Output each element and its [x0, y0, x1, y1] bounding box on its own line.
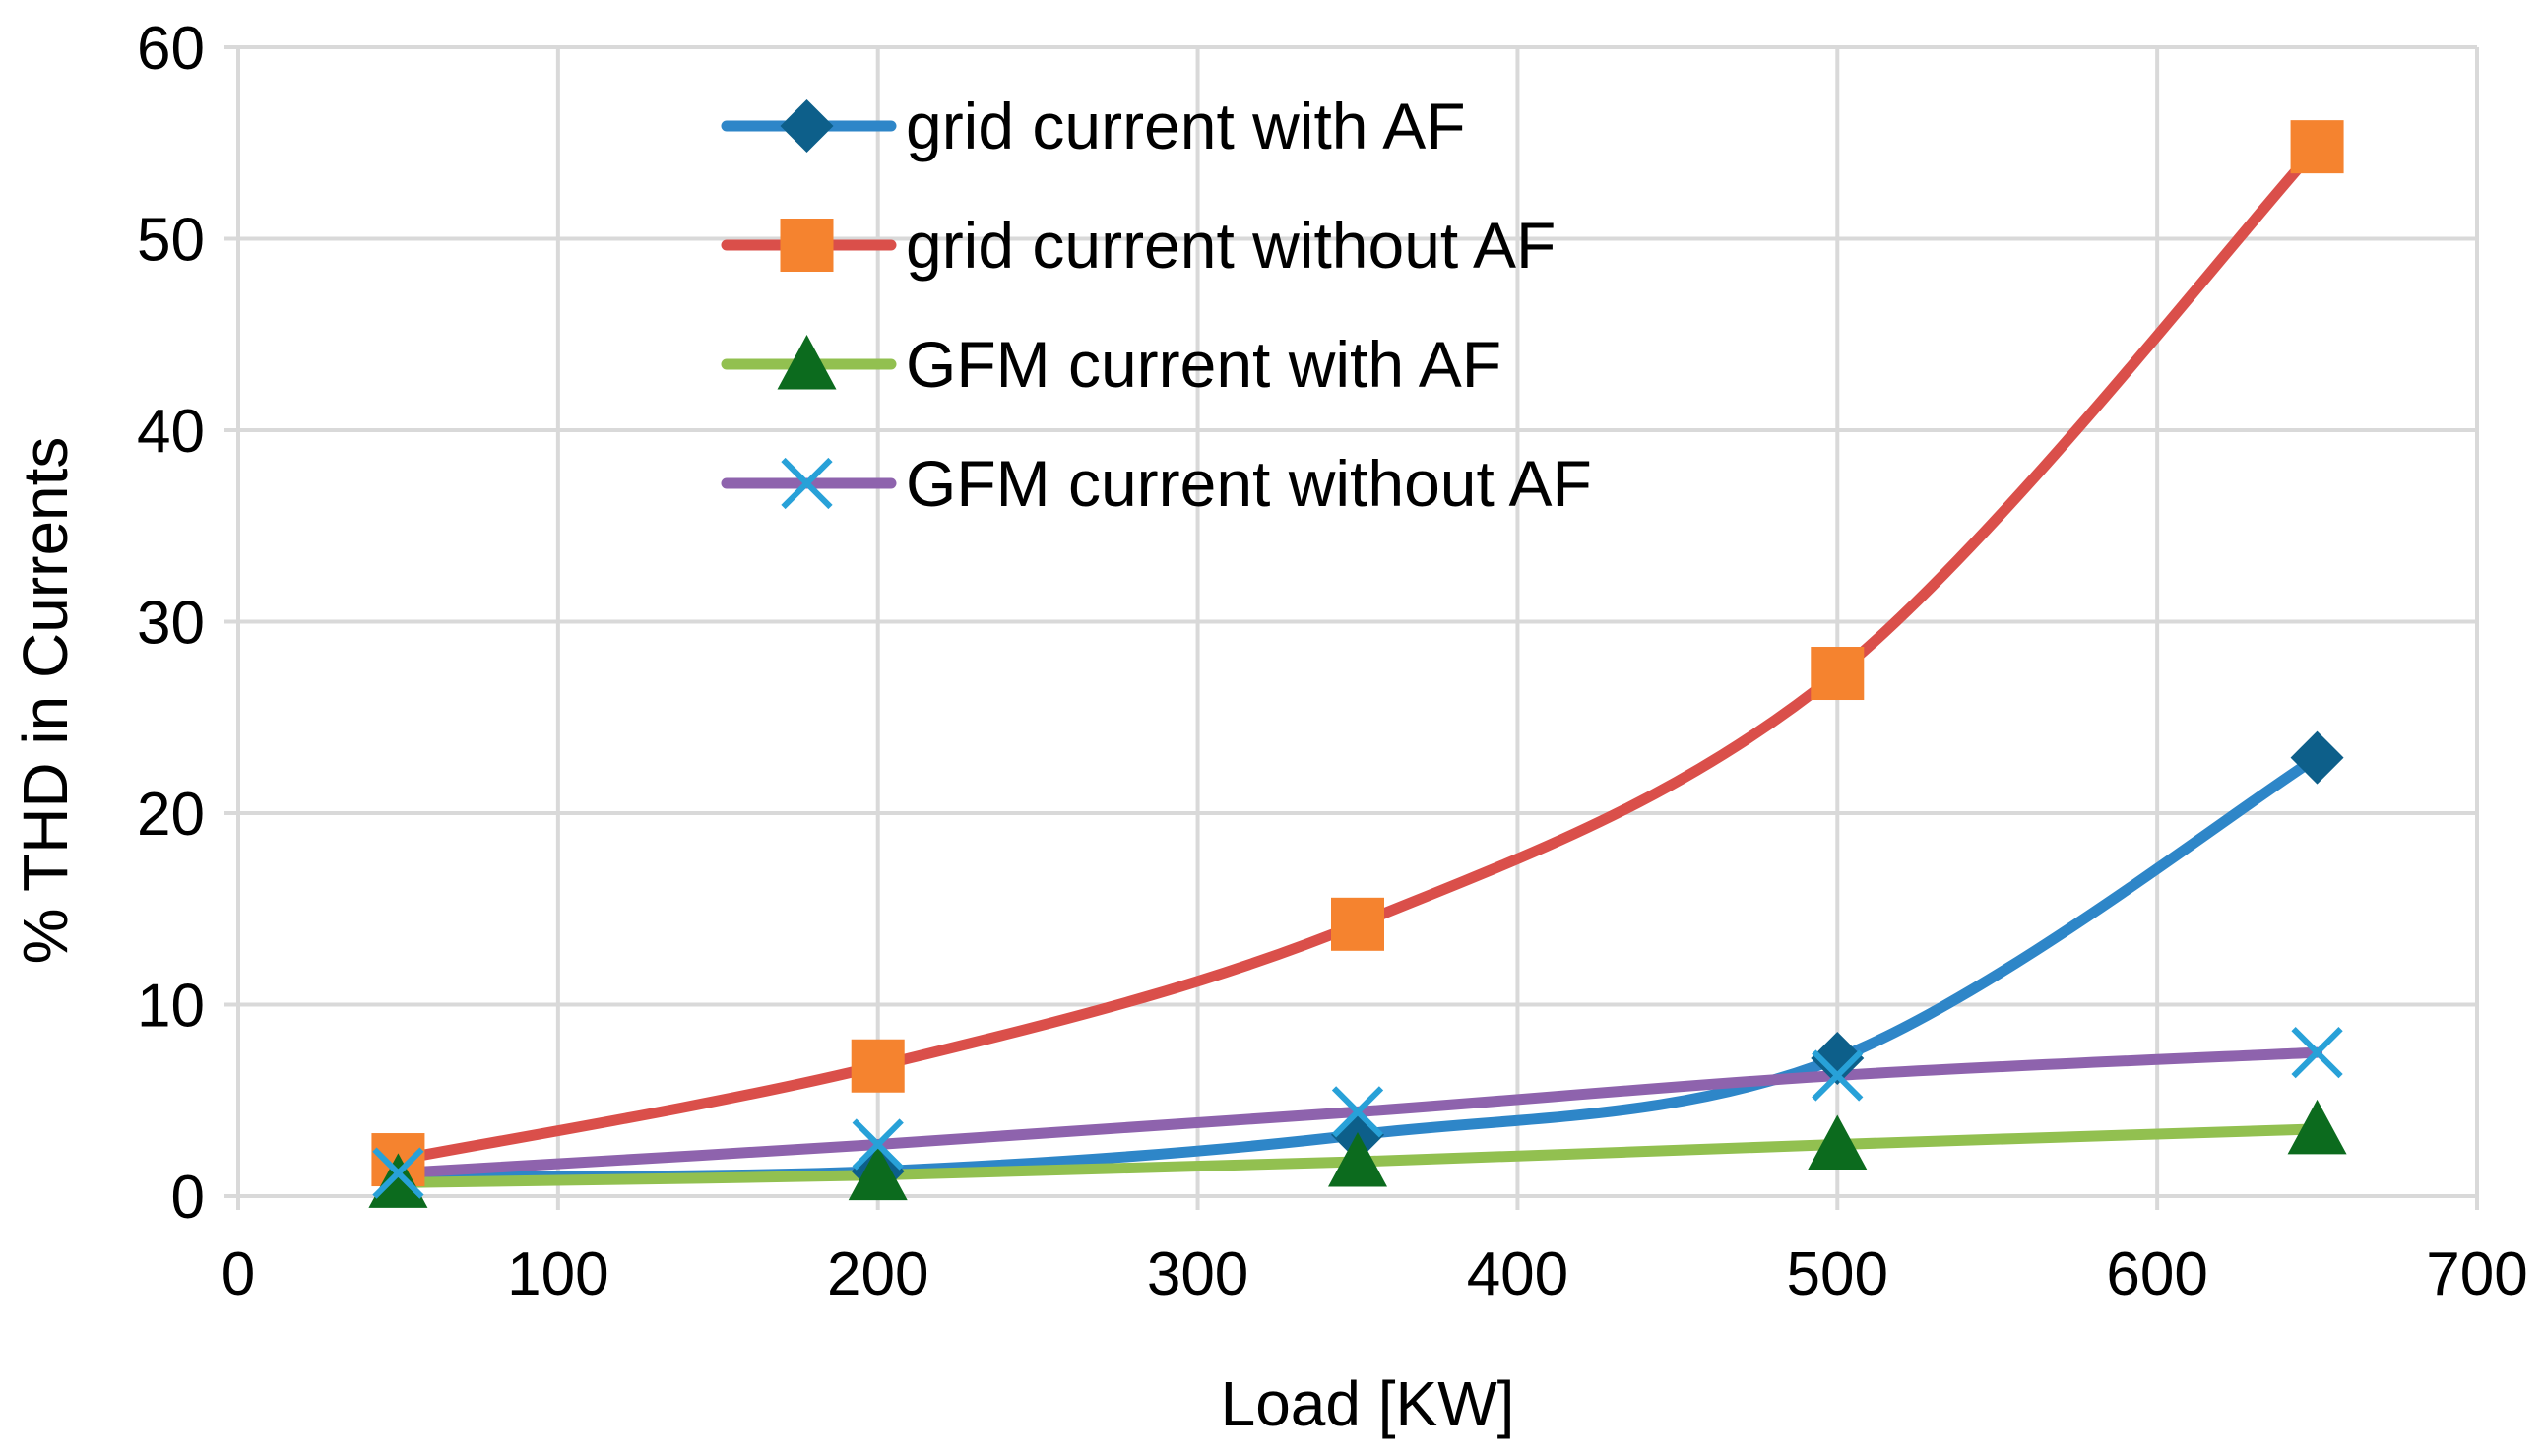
data-point-series-1	[1811, 1031, 1865, 1085]
y-tick-label: 30	[137, 590, 205, 658]
legend-item: GFM current with AF	[721, 328, 1501, 401]
data-point-series-2	[1331, 897, 1384, 951]
series-markers	[368, 120, 2347, 1208]
data-point-series-3	[1808, 1114, 1868, 1170]
x-tick-label: 100	[507, 1240, 608, 1308]
data-point-series-3	[848, 1145, 908, 1201]
legend-item: grid current with AF	[721, 90, 1466, 162]
marker-stroke	[1331, 1086, 1384, 1138]
x-tick-label: 200	[827, 1240, 928, 1308]
legend-marker	[781, 457, 833, 510]
x-tick-label: 600	[2106, 1240, 2207, 1308]
legend: grid current with AF grid current without…	[721, 90, 1592, 520]
axes	[224, 45, 2479, 1210]
gridlines	[238, 45, 2479, 1196]
series-line-2	[392, 141, 2323, 1166]
x-axis-title: Load [KW]	[1221, 1368, 1515, 1439]
marker-stroke	[852, 1118, 904, 1171]
x-tick-label: 300	[1147, 1240, 1248, 1308]
y-tick-label: 60	[137, 15, 205, 83]
y-axis-title: % THD in Currents	[10, 437, 81, 965]
data-point-series-2	[1811, 647, 1865, 701]
legend-item: GFM current without AF	[721, 447, 1592, 520]
legend-label: GFM current with AF	[906, 328, 1501, 401]
y-tick-label: 10	[137, 973, 205, 1041]
legend-item: grid current without AF	[721, 209, 1556, 282]
legend-marker	[780, 219, 834, 272]
data-point-series-3	[1328, 1131, 1387, 1187]
y-tick-label: 40	[137, 398, 205, 466]
data-point-series-3	[368, 1153, 428, 1208]
marker-stroke	[372, 1147, 424, 1199]
data-point-series-2	[851, 1039, 905, 1093]
data-point-series-4	[2291, 1027, 2343, 1079]
y-tick-label: 0	[171, 1164, 205, 1232]
legend-marker	[777, 335, 837, 390]
marker-stroke	[1812, 1049, 1864, 1102]
y-tick-label: 50	[137, 207, 205, 275]
marker-stroke	[2291, 1027, 2343, 1079]
legend-label: GFM current without AF	[906, 447, 1592, 520]
data-point-series-3	[2287, 1099, 2347, 1155]
x-tick-label: 400	[1467, 1240, 1568, 1308]
data-point-series-1	[2290, 730, 2344, 785]
data-point-series-2	[2290, 120, 2344, 174]
legend-label: grid current without AF	[906, 209, 1556, 282]
data-point-series-4	[852, 1118, 904, 1171]
data-point-series-4	[1331, 1086, 1384, 1138]
data-point-series-4	[372, 1147, 424, 1199]
x-tick-label: 700	[2426, 1240, 2527, 1308]
x-tick-label: 0	[222, 1240, 255, 1308]
y-tick-label: 20	[137, 781, 205, 849]
x-tick-labels: 0 100 200 300 400 500 600 700	[222, 1240, 2528, 1308]
legend-label: grid current with AF	[906, 90, 1466, 162]
data-point-series-4	[1812, 1049, 1864, 1102]
legend-marker	[780, 99, 834, 153]
marker-stroke	[781, 457, 833, 510]
x-tick-label: 500	[1787, 1240, 1888, 1308]
y-tick-labels: 0 10 20 30 40 50 60	[137, 15, 205, 1232]
